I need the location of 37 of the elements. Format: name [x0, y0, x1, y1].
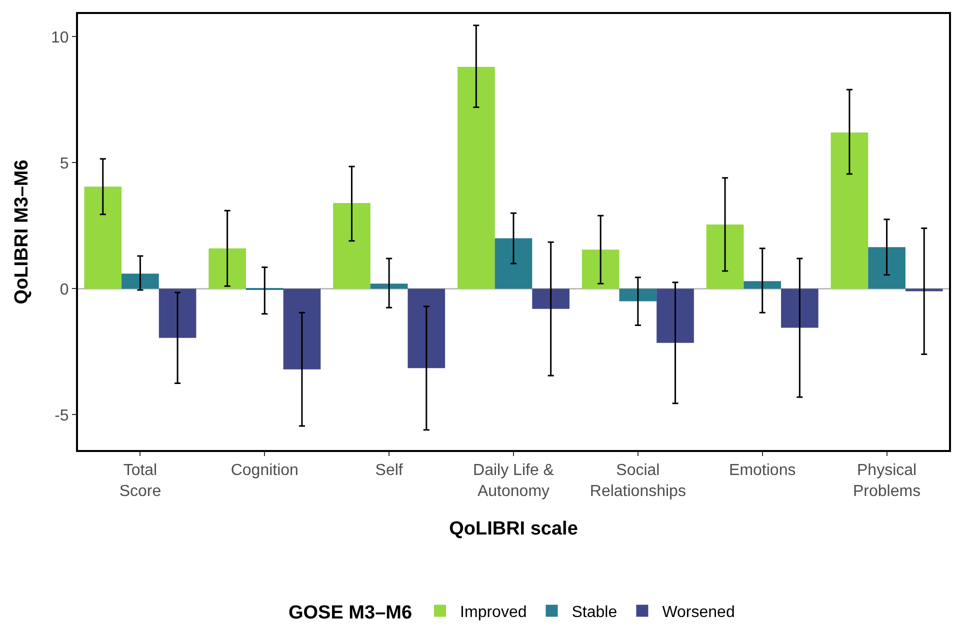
bar	[582, 250, 620, 289]
legend-label: Improved	[460, 604, 527, 622]
bar	[706, 224, 744, 289]
bar	[283, 288, 321, 370]
y-tick-label: -5	[54, 407, 69, 424]
legend-label: Worsened	[662, 604, 735, 622]
bar	[532, 288, 570, 309]
x-axis-title: QoLIBRI scale	[449, 518, 578, 540]
bar	[868, 247, 906, 289]
bar	[744, 281, 782, 289]
x-tick-label: Total Score	[119, 462, 162, 500]
legend-label: Stable	[572, 604, 618, 622]
legend-title: GOSE M3–M6	[288, 602, 412, 624]
bar	[333, 203, 370, 289]
y-tick-label: 5	[60, 155, 69, 172]
bar	[122, 274, 159, 289]
bar	[781, 288, 818, 328]
x-tick-label: Self	[375, 462, 404, 480]
bar	[84, 186, 122, 289]
bar	[656, 288, 694, 343]
x-tick-label: Cognition	[230, 462, 298, 480]
bar	[905, 288, 943, 292]
x-tick-label: Daily Life & Autonomy	[473, 462, 554, 500]
bar	[830, 132, 868, 289]
x-tick-label: Physical Problems	[853, 462, 921, 500]
bar	[208, 248, 246, 289]
bar	[158, 288, 196, 338]
y-axis-title: QoLIBRI M3–M6	[11, 160, 32, 304]
y-tick-label: 0	[60, 281, 69, 298]
y-tick-label: 10	[51, 29, 69, 46]
bar	[408, 288, 446, 368]
x-tick-label: Emotions	[729, 462, 796, 480]
x-tick-label: Social Relationships	[590, 462, 686, 500]
bar	[370, 284, 408, 289]
bar	[458, 66, 495, 289]
bar	[494, 238, 532, 289]
bar	[619, 288, 657, 302]
